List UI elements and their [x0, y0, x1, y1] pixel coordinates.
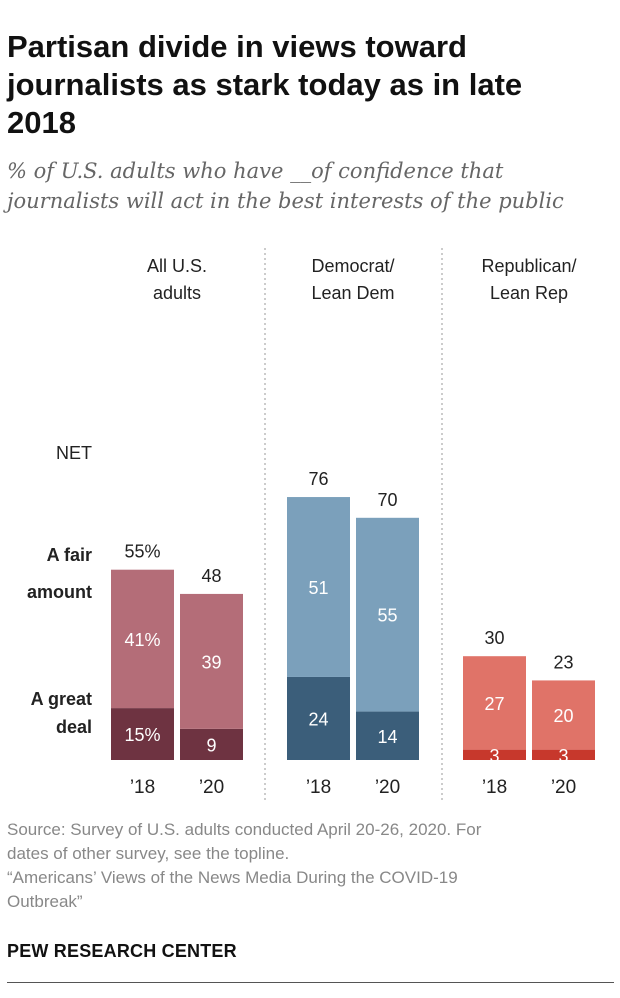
- source-line: dates of other survey, see the topline.: [7, 844, 290, 863]
- plot-area: All U.S. adults 15% 41% 55% ’18 9 39 48 ’20 Democr…: [111, 248, 595, 802]
- row-label-fair-1: A fair: [47, 545, 92, 565]
- bar-segment-fair-amount: [356, 517, 419, 712]
- data-label-great-deal: 9: [206, 735, 216, 755]
- data-label-fair-amount: 51: [308, 578, 328, 598]
- data-label-fair-amount: 20: [553, 706, 573, 726]
- bar-segment-fair-amount: [463, 656, 526, 750]
- row-labels: NET A fair amount A great deal: [27, 443, 92, 737]
- data-label-great-deal: 3: [558, 746, 568, 766]
- row-label-great-2: deal: [56, 717, 92, 737]
- data-label-great-deal: 24: [308, 709, 328, 729]
- bar-segment-fair-amount: [287, 497, 350, 677]
- x-tick-label: ’20: [199, 777, 224, 798]
- x-tick-label: ’18: [306, 777, 331, 798]
- bar-segment-fair-amount: [532, 680, 595, 750]
- group-label: Republican/: [481, 256, 576, 276]
- data-label-great-deal: 15%: [124, 725, 160, 745]
- data-label-fair-amount: 39: [201, 652, 221, 672]
- chart-title: Partisan divide in views toward journali…: [7, 29, 523, 140]
- bar-segment-great-deal: [463, 749, 526, 760]
- bar-segment-great-deal: [287, 676, 350, 760]
- x-tick-label: ’18: [130, 777, 155, 798]
- chart-subtitle: % of U.S. adults who have __of confidenc…: [7, 159, 564, 213]
- bar-segment-great-deal: [180, 728, 243, 760]
- bar-segment-great-deal: [356, 711, 419, 760]
- bar-segment-great-deal: [532, 749, 595, 760]
- bar-segment-fair-amount: [180, 593, 243, 729]
- row-label-net: NET: [56, 443, 92, 463]
- source-line: “Americans’ Views of the News Media Duri…: [7, 868, 458, 887]
- data-label-great-deal: 3: [489, 746, 499, 766]
- x-tick-label: ’20: [375, 777, 400, 798]
- group-label: adults: [153, 283, 201, 303]
- bar-segment-fair-amount: [111, 569, 174, 709]
- data-label-great-deal: 14: [377, 727, 397, 747]
- x-tick-label: ’20: [551, 777, 576, 798]
- data-label-net: 55%: [124, 542, 160, 562]
- row-label-great-1: A great: [31, 689, 92, 709]
- data-label-net: 48: [201, 566, 221, 586]
- brand-name: PEW RESEARCH CENTER: [7, 941, 237, 961]
- data-label-net: 70: [377, 490, 397, 510]
- group-label: Democrat/: [311, 256, 394, 276]
- data-label-fair-amount: 27: [484, 694, 504, 714]
- data-label-net: 76: [308, 469, 328, 489]
- data-label-net: 23: [553, 652, 573, 672]
- stacked-bar-chart: NET A fair amount A great deal All U.S. a…: [27, 248, 595, 802]
- source-note: Source: Survey of U.S. adults conducted …: [7, 818, 607, 914]
- data-label-fair-amount: 55: [377, 606, 397, 626]
- bar-segment-great-deal: [111, 708, 174, 760]
- bottom-rule: [7, 982, 614, 983]
- data-label-fair-amount: 41%: [124, 630, 160, 650]
- source-line: Source: Survey of U.S. adults conducted …: [7, 820, 482, 839]
- data-label-net: 30: [484, 628, 504, 648]
- group-label: Lean Rep: [490, 283, 568, 303]
- group-label: Lean Dem: [311, 283, 394, 303]
- x-tick-label: ’18: [482, 777, 507, 798]
- row-label-fair-2: amount: [27, 582, 92, 602]
- group-label: All U.S.: [147, 256, 207, 276]
- source-line: Outbreak”: [7, 892, 83, 911]
